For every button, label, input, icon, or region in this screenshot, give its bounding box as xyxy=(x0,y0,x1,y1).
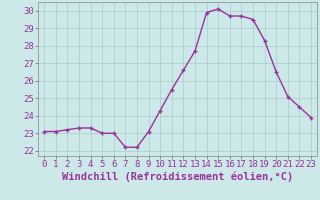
X-axis label: Windchill (Refroidissement éolien,°C): Windchill (Refroidissement éolien,°C) xyxy=(62,172,293,182)
